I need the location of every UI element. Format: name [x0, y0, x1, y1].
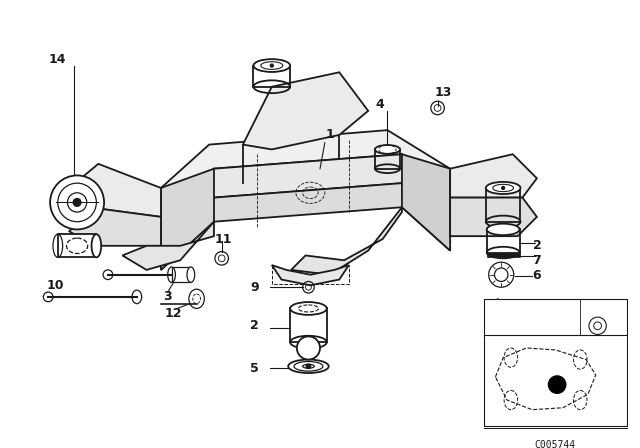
Circle shape [270, 64, 273, 67]
Polygon shape [161, 169, 214, 270]
Text: 6: 6 [532, 269, 541, 282]
Text: 15: 15 [302, 343, 315, 353]
Ellipse shape [92, 234, 101, 257]
Bar [253, 65, 290, 87]
Polygon shape [450, 198, 537, 236]
Bar [487, 253, 520, 257]
Polygon shape [450, 154, 537, 198]
Bar [172, 267, 191, 282]
Text: 12: 12 [164, 307, 182, 320]
Polygon shape [291, 207, 402, 275]
Text: 7: 7 [532, 254, 541, 267]
Text: 15: 15 [572, 312, 589, 325]
Text: 8: 8 [532, 329, 541, 342]
Polygon shape [122, 222, 214, 270]
Ellipse shape [288, 360, 329, 373]
Bar [58, 234, 97, 257]
Bar [486, 188, 520, 222]
Ellipse shape [290, 302, 327, 315]
Ellipse shape [375, 145, 400, 154]
Circle shape [548, 376, 566, 393]
Polygon shape [69, 164, 161, 217]
Ellipse shape [253, 59, 290, 72]
Text: 5: 5 [250, 362, 259, 375]
Polygon shape [161, 154, 450, 246]
Bar [487, 229, 520, 253]
Polygon shape [161, 183, 450, 270]
Text: C005744: C005744 [534, 439, 576, 448]
Bar [484, 299, 627, 426]
Text: 2: 2 [532, 239, 541, 252]
Text: 13: 13 [435, 86, 452, 99]
Text: 10: 10 [46, 279, 63, 292]
Circle shape [502, 186, 504, 190]
Polygon shape [69, 207, 161, 246]
Ellipse shape [187, 267, 195, 282]
Circle shape [305, 363, 311, 369]
Text: 2: 2 [250, 319, 259, 332]
Polygon shape [161, 130, 450, 217]
Polygon shape [402, 154, 450, 250]
Ellipse shape [487, 224, 520, 235]
Text: 4: 4 [376, 98, 384, 111]
Polygon shape [243, 72, 368, 150]
Text: 11: 11 [215, 233, 232, 246]
Text: 3: 3 [163, 290, 172, 303]
Circle shape [50, 176, 104, 229]
Circle shape [297, 336, 320, 360]
Bar [290, 309, 327, 342]
Polygon shape [272, 265, 349, 285]
Text: 14: 14 [49, 53, 67, 66]
Circle shape [73, 198, 81, 206]
Ellipse shape [486, 182, 520, 194]
Bar [375, 150, 400, 169]
Text: 1: 1 [325, 129, 334, 142]
Text: 9: 9 [250, 281, 259, 294]
